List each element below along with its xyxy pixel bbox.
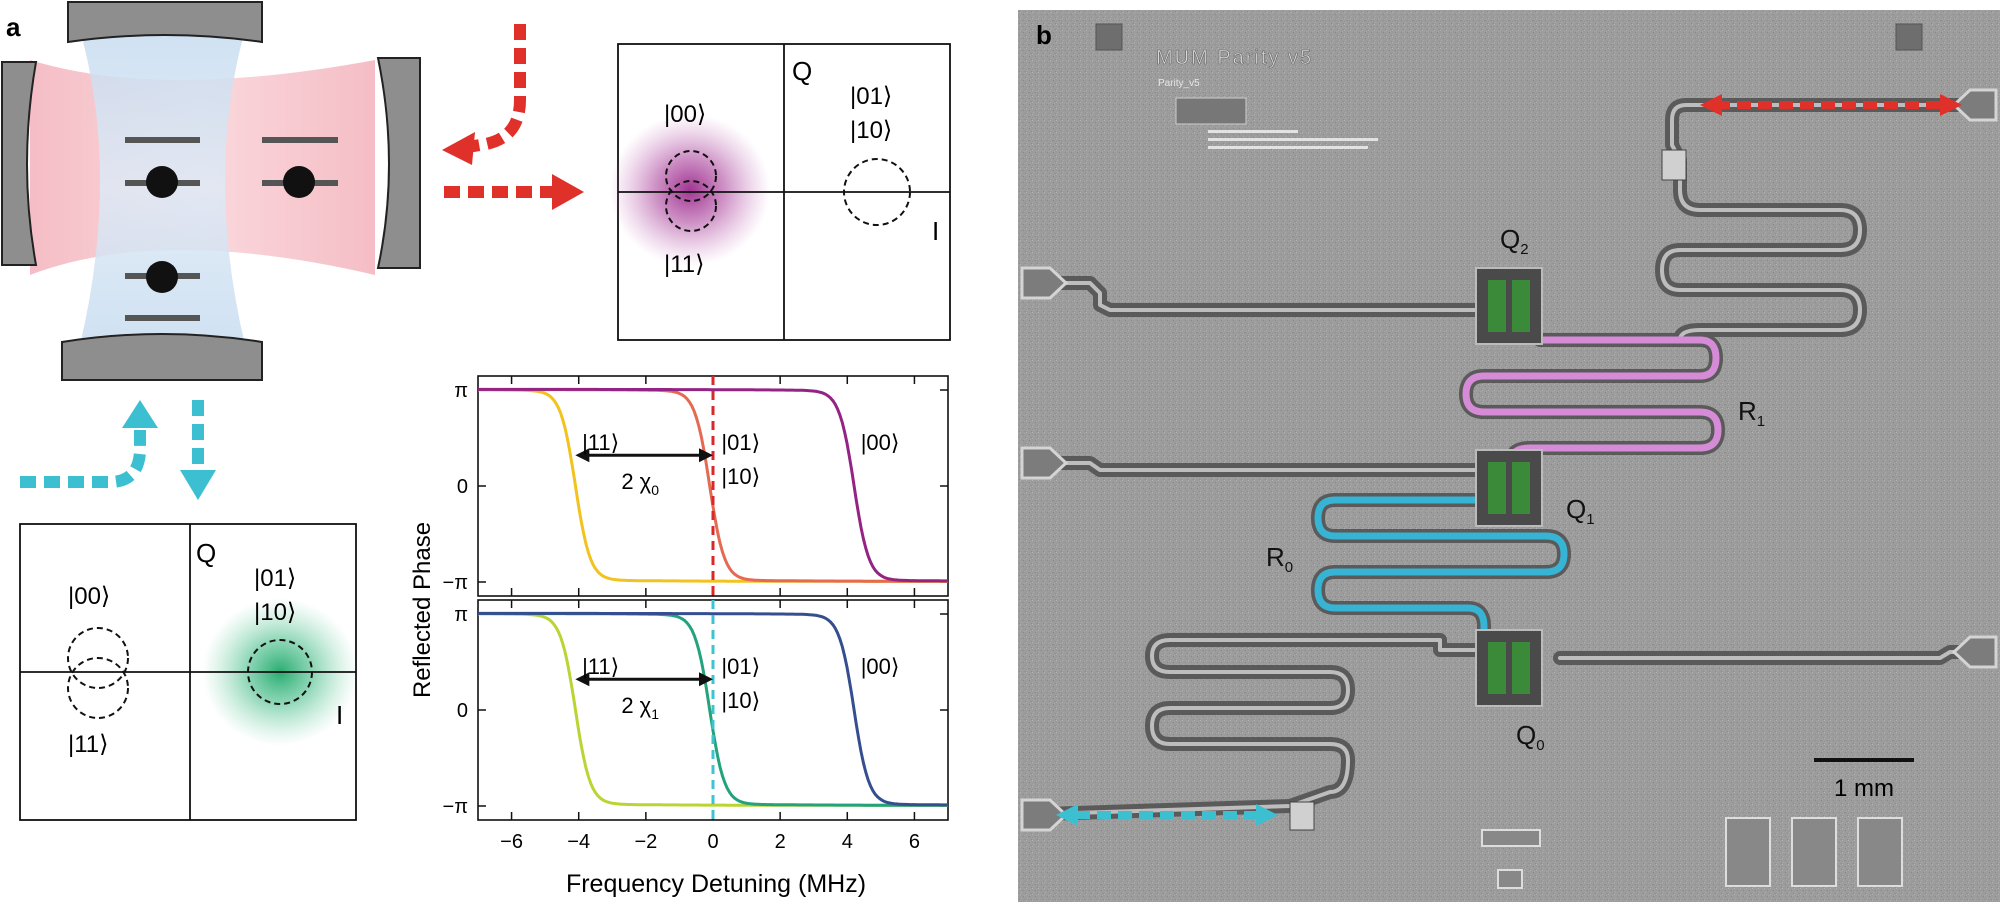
chip-cyan-arrow [1056,804,1278,826]
panel-b-label: b [1036,20,1052,50]
iq-bottom-state-11: |11⟩ [68,731,109,758]
state-label: |11⟩ [582,654,619,679]
state-label: |11⟩ [582,430,619,455]
state-label: |10⟩ [721,464,760,489]
phase-chart-top: π 0 −π 2 χ0|11⟩ |01⟩ |10⟩ |00⟩ [443,375,949,597]
series-line [478,387,948,583]
chi-arrow-head-right [699,448,713,463]
iq-top-i-label: I [932,216,939,246]
cyan-arrow-head-in [122,400,158,428]
red-arrows [442,24,584,210]
red-arrow-head-in [442,132,475,165]
qubit-3-dot [146,261,178,293]
iq-bottom-state-10: |10⟩ [254,599,296,626]
purple-blob [610,114,770,266]
label-q2: Q2 [1500,224,1529,258]
chi-arrow-head-left [575,448,590,463]
chip-labels: Q2 Q1 Q0 R1 R0 [1266,224,1765,754]
qubit-1-dot [146,166,178,198]
label-q1: Q1 [1566,494,1595,528]
iq-top-state-10: |10⟩ [850,117,892,144]
iq-plane-bottom: Q I |00⟩ |11⟩ |01⟩ |10⟩ [19,523,358,821]
iq-bottom-i-label: I [336,700,343,730]
qubit-q0 [1475,629,1543,707]
resonator-r1 [1462,336,1722,464]
y-tick-label: 0 [457,476,468,498]
launch-pads [1020,88,1998,832]
x-tick-label: −4 [567,831,590,853]
filter-element-bottom [1289,801,1315,831]
chart-ylabel: Reflected Phase [409,522,436,698]
iq-top-state-11: |11⟩ [664,251,705,278]
chip-wiring [1037,98,1993,821]
red-arrow-head-out [552,174,584,210]
right-mirror [376,57,421,269]
label-r0: R0 [1266,542,1293,576]
y-tick-label: −π [443,796,468,818]
chart-xlabel: Frequency Detuning (MHz) [566,870,866,898]
series-line [478,611,948,807]
label-q0: Q0 [1516,720,1545,754]
cyan-arrows [20,400,216,500]
qubit-q2 [1475,267,1543,345]
chi-arrow-head-left [575,672,590,687]
y-tick-label: π [454,380,468,402]
cavity-illustration [1,1,421,381]
x-tick-label: 2 [775,831,786,853]
chi-label: 2 χ0 [621,469,659,498]
x-tick-label: −2 [634,831,657,853]
state-label: |00⟩ [861,654,900,679]
qubit-q1 [1475,449,1543,527]
qubit-2-levels [262,137,338,198]
state-label: |00⟩ [861,430,900,455]
iq-bottom-state-00: |00⟩ [68,583,110,610]
qubit-3-levels [125,261,200,321]
x-tick-label: 6 [909,831,920,853]
reflected-phase-charts: π0−π2 χ0|11⟩ |01⟩|10⟩|00⟩ π0−π−6 −4 −2 0 2 4 62… [409,375,949,898]
chip-title: MUM Parity v5 [1156,47,1313,69]
state-label: |10⟩ [721,688,760,713]
panel-a-label: a [6,12,21,42]
iq-top-state-01: |01⟩ [850,83,892,110]
filter-element-top [1661,149,1687,181]
chip-red-arrow [1700,94,1962,116]
chi-label: 2 χ1 [621,693,659,722]
label-r1: R1 [1738,396,1765,430]
iq-bottom-q-label: Q [196,538,216,568]
bottom-mirror [61,333,263,381]
state-label: |01⟩ [721,430,760,455]
phase-chart-bottom: π 0 −π −6 −4 −2 0 2 4 6 2 χ1|11⟩ |01⟩ |10⟩ |00⟩ [443,599,949,853]
iq-plane-top: Q I |00⟩ |11⟩ |01⟩ |10⟩ [610,43,951,341]
alignment-mark-left [1095,23,1123,51]
left-mirror [1,61,38,266]
test-structures [1481,817,1903,889]
x-tick-label: 0 [707,831,718,853]
scale-bar-label: 1 mm [1834,775,1894,802]
chi-arrow-head-right [699,672,713,687]
chip-micrograph: b MUM Parity v5 Parity_v5 [1018,10,2000,902]
top-mirror [67,1,263,44]
x-tick-label: −6 [500,831,523,853]
state-label: |01⟩ [721,654,760,679]
chip-date-box [1175,97,1247,125]
resonator-r0 [1314,496,1568,644]
x-tick-label: 4 [842,831,853,853]
alignment-mark-right [1895,23,1923,51]
chip-subtitle: Parity_v5 [1158,78,1200,89]
iq-bottom-state-01: |01⟩ [254,565,296,592]
chip-fine-print [1208,130,1378,149]
iq-top-state-00: |00⟩ [664,101,706,128]
y-tick-label: π [454,604,468,626]
iq-top-q-label: Q [792,56,812,86]
qubit-1-levels [125,137,200,198]
cyan-arrow-head-out [180,470,216,500]
y-tick-label: 0 [457,700,468,722]
qubit-2-dot [283,166,315,198]
y-tick-label: −π [443,572,468,594]
